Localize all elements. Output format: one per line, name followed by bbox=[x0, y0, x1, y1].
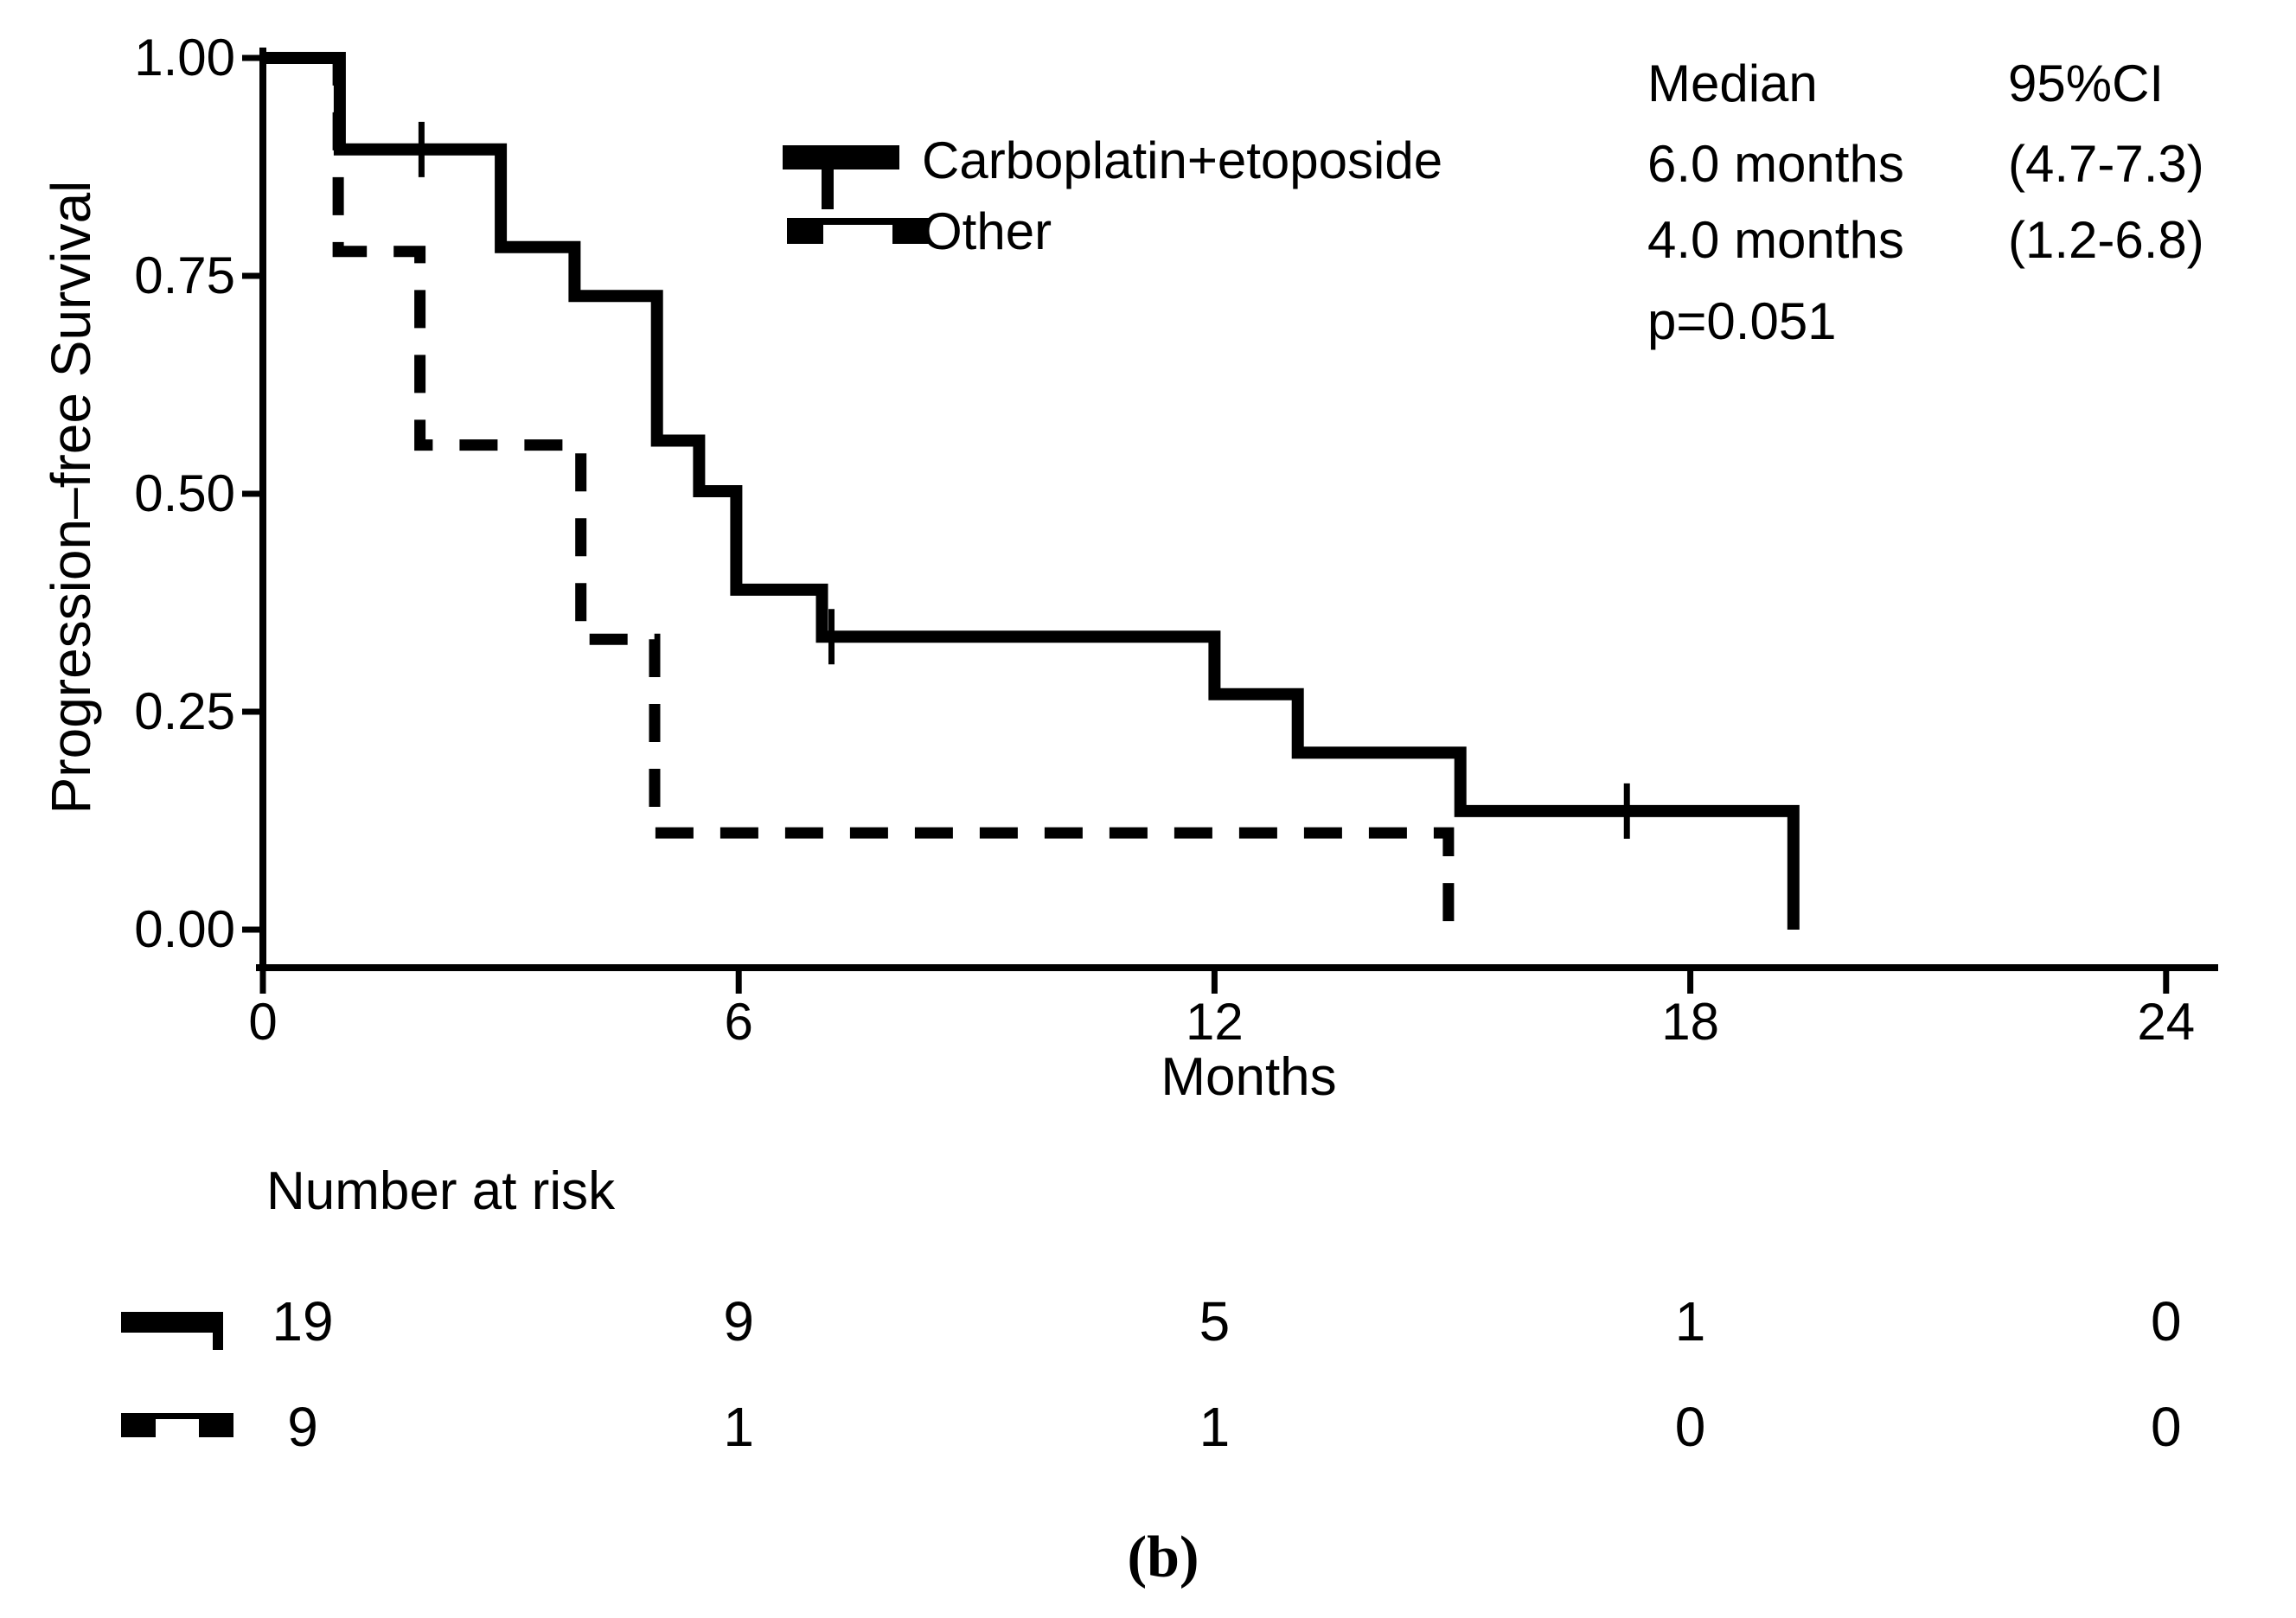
legend-dashed-line-swatch-icon bbox=[787, 218, 823, 244]
legend-label-other: Other bbox=[922, 202, 1052, 260]
survival-curve-solid bbox=[263, 52, 1800, 930]
at-risk-count: 1 bbox=[1199, 1396, 1231, 1458]
at-risk-count: 0 bbox=[2151, 1290, 2182, 1353]
at-risk-count: 1 bbox=[723, 1396, 754, 1458]
at-risk-count: 1 bbox=[1674, 1290, 1706, 1353]
legend-solid-line-swatch-step-icon bbox=[822, 169, 834, 209]
y-tick-label: 0.25 bbox=[134, 682, 235, 740]
at-risk-count: 9 bbox=[287, 1396, 318, 1458]
at-risk-count: 19 bbox=[272, 1290, 334, 1353]
y-tick-label: 1.00 bbox=[134, 29, 235, 86]
legend-dashed-line-swatch-bridge-icon bbox=[823, 218, 892, 225]
x-tick-label: 18 bbox=[1661, 993, 1719, 1051]
at-risk-count: 0 bbox=[1674, 1396, 1706, 1458]
at-risk-solid-line-swatch-icon bbox=[121, 1312, 223, 1333]
at-risk-count: 5 bbox=[1199, 1290, 1231, 1353]
legend-label-carboplatin-etoposide: Carboplatin+etoposide bbox=[922, 131, 1443, 189]
at-risk-count: 0 bbox=[2151, 1396, 2182, 1458]
stats-ci-other: (1.2-6.8) bbox=[2008, 211, 2204, 269]
y-tick-label: 0.50 bbox=[134, 464, 235, 522]
at-risk-dashed-line-swatch-icon bbox=[199, 1413, 233, 1437]
at-risk-dashed-line-swatch-bridge-icon bbox=[156, 1413, 199, 1419]
stats-median-carboplatin: 6.0 months bbox=[1647, 135, 1904, 193]
legend-solid-line-swatch-icon bbox=[783, 145, 899, 169]
x-axis-title: Months bbox=[1161, 1047, 1337, 1107]
at-risk-solid-line-swatch-step-icon bbox=[213, 1333, 223, 1350]
y-tick-label: 0.75 bbox=[134, 246, 235, 304]
survival-curve-dashed bbox=[263, 52, 1455, 930]
stats-ci-header: 95%CI bbox=[2008, 54, 2165, 112]
legend-dashed-line-swatch-icon bbox=[892, 218, 929, 244]
figure-caption: (b) bbox=[1127, 1523, 1199, 1589]
stats-median-other: 4.0 months bbox=[1647, 211, 1904, 269]
stats-median-header: Median bbox=[1647, 54, 1818, 112]
stats-ci-carboplatin: (4.7-7.3) bbox=[2008, 135, 2204, 193]
at-risk-count: 9 bbox=[723, 1290, 754, 1353]
number-at-risk-title: Number at risk bbox=[266, 1161, 616, 1221]
x-tick-label: 24 bbox=[2137, 993, 2196, 1051]
x-tick-label: 6 bbox=[724, 993, 753, 1051]
at-risk-dashed-line-swatch-icon bbox=[121, 1413, 156, 1437]
y-tick-label: 0.00 bbox=[134, 900, 235, 958]
x-tick-label: 12 bbox=[1186, 993, 1244, 1051]
stats-p-value: p=0.051 bbox=[1647, 292, 1837, 350]
x-tick-label: 0 bbox=[248, 993, 278, 1051]
